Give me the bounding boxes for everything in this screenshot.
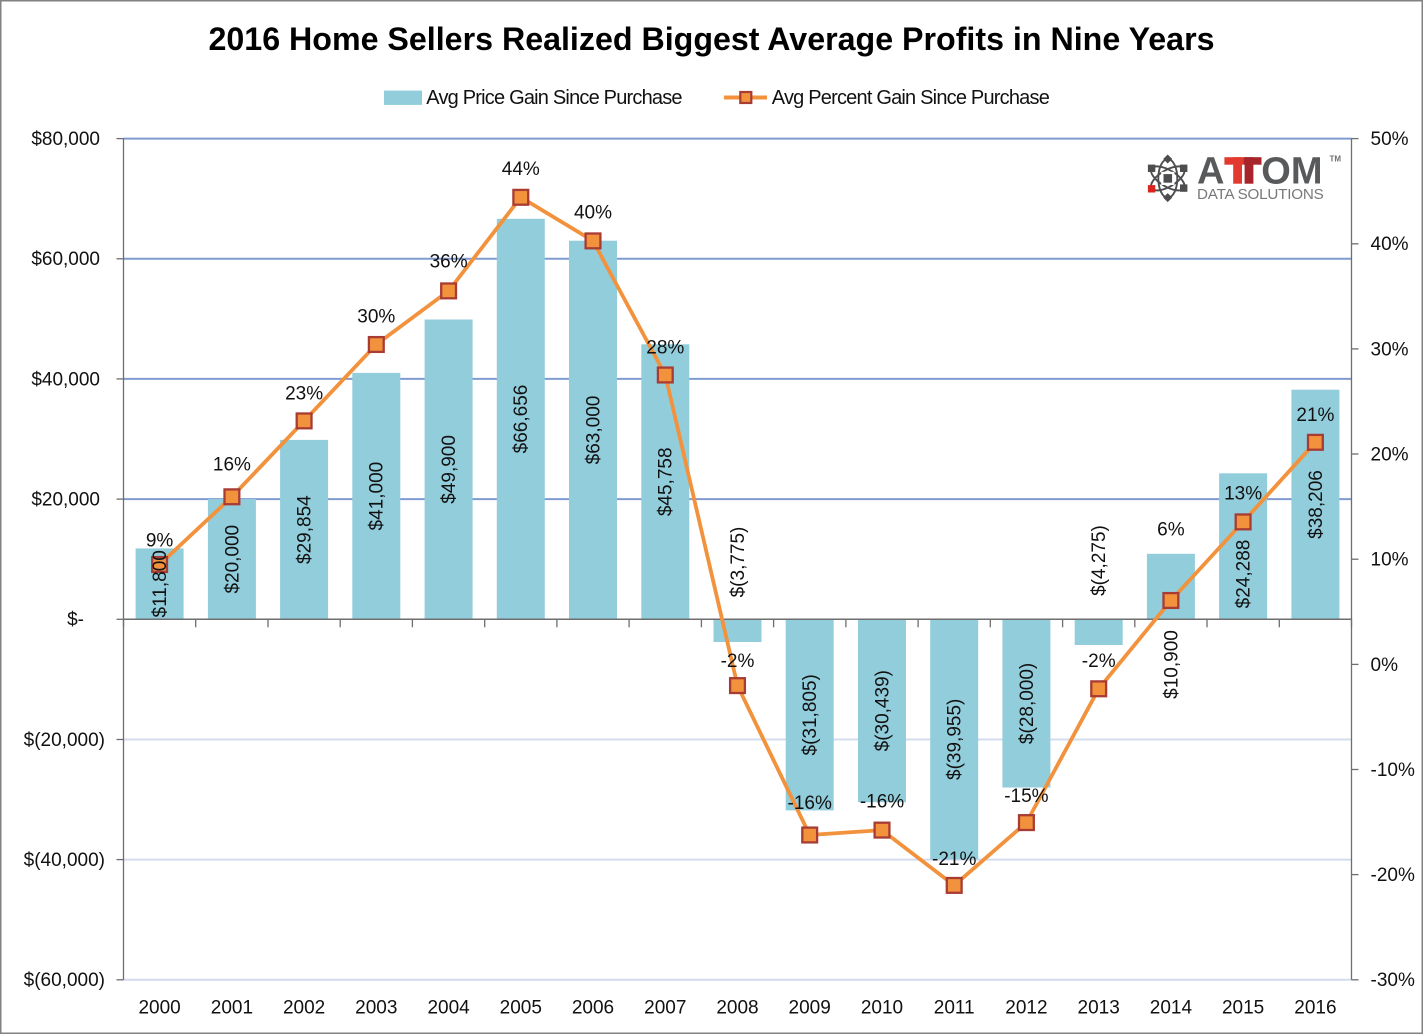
svg-text:$(4,275): $(4,275) [1089,525,1110,596]
svg-text:$(39,955): $(39,955) [945,699,966,780]
svg-text:$38,206: $38,206 [1306,470,1327,539]
svg-text:TM: TM [1330,155,1342,164]
svg-text:$49,900: $49,900 [439,435,460,504]
svg-text:2007: 2007 [644,998,686,1019]
svg-text:2002: 2002 [283,998,325,1019]
svg-text:-15%: -15% [1004,786,1048,807]
svg-text:-16%: -16% [788,793,832,814]
svg-text:9%: 9% [146,530,174,551]
svg-text:DATA SOLUTIONS: DATA SOLUTIONS [1197,186,1324,203]
svg-text:-2%: -2% [721,651,755,672]
svg-text:2009: 2009 [789,998,831,1019]
svg-text:-21%: -21% [932,849,976,870]
svg-text:16%: 16% [213,454,251,475]
svg-text:-30%: -30% [1371,970,1415,991]
svg-text:44%: 44% [502,159,540,180]
svg-text:OM: OM [1261,151,1322,193]
svg-text:2011: 2011 [934,998,975,1019]
svg-text:$63,000: $63,000 [583,396,604,465]
svg-text:$45,758: $45,758 [656,447,677,516]
svg-text:$80,000: $80,000 [31,129,100,150]
svg-text:A: A [1197,151,1224,193]
svg-text:$10,900: $10,900 [1161,630,1182,699]
svg-text:2010: 2010 [861,998,903,1019]
svg-text:$(40,000): $(40,000) [24,850,105,871]
svg-text:2005: 2005 [500,998,542,1019]
svg-text:2000: 2000 [138,998,180,1019]
svg-text:40%: 40% [1371,234,1409,255]
svg-text:$24,288: $24,288 [1234,540,1255,609]
svg-text:$29,854: $29,854 [295,495,316,564]
svg-text:30%: 30% [357,306,395,327]
svg-text:2014: 2014 [1150,998,1193,1019]
svg-text:6%: 6% [1157,519,1185,540]
svg-text:-16%: -16% [860,791,904,812]
svg-text:-2%: -2% [1082,651,1116,672]
svg-text:40%: 40% [574,202,612,223]
svg-text:$(31,805): $(31,805) [800,674,821,755]
svg-text:2008: 2008 [716,998,758,1019]
svg-text:2016 Home Sellers Realized Big: 2016 Home Sellers Realized Biggest Avera… [209,21,1215,57]
svg-text:$(60,000): $(60,000) [24,970,105,991]
svg-text:13%: 13% [1224,483,1262,504]
svg-text:23%: 23% [285,383,323,404]
svg-text:$40,000: $40,000 [31,369,100,390]
svg-text:Avg Percent Gain Since Purchas: Avg Percent Gain Since Purchase [772,87,1050,109]
svg-text:$60,000: $60,000 [31,249,100,270]
svg-text:20%: 20% [1371,444,1409,465]
svg-text:2015: 2015 [1222,998,1264,1019]
svg-text:28%: 28% [646,337,684,358]
svg-text:0%: 0% [1371,655,1399,676]
svg-text:2003: 2003 [355,998,397,1019]
svg-text:$66,656: $66,656 [511,385,532,454]
svg-text:Avg Price Gain Since Purchase: Avg Price Gain Since Purchase [426,87,682,109]
svg-text:$11,800: $11,800 [150,550,171,617]
svg-text:2012: 2012 [1005,998,1047,1019]
svg-text:10%: 10% [1371,550,1409,571]
svg-text:2001: 2001 [211,998,253,1019]
svg-text:50%: 50% [1371,129,1409,150]
svg-text:$-: $- [67,610,84,631]
svg-text:$20,000: $20,000 [31,490,100,511]
svg-text:-20%: -20% [1371,865,1415,886]
svg-text:$(28,000): $(28,000) [1017,663,1038,744]
svg-text:21%: 21% [1296,405,1334,426]
svg-text:2016: 2016 [1294,998,1336,1019]
svg-text:$(3,775): $(3,775) [728,527,749,598]
svg-text:36%: 36% [430,251,468,272]
svg-text:$41,000: $41,000 [367,462,388,531]
svg-text:2013: 2013 [1078,998,1120,1019]
svg-text:30%: 30% [1371,339,1409,360]
svg-text:2006: 2006 [572,998,614,1019]
svg-text:$(20,000): $(20,000) [24,730,105,751]
svg-text:-10%: -10% [1371,760,1415,781]
svg-text:$(30,439): $(30,439) [872,670,893,751]
svg-text:2004: 2004 [427,998,470,1019]
svg-text:$20,000: $20,000 [222,525,243,594]
